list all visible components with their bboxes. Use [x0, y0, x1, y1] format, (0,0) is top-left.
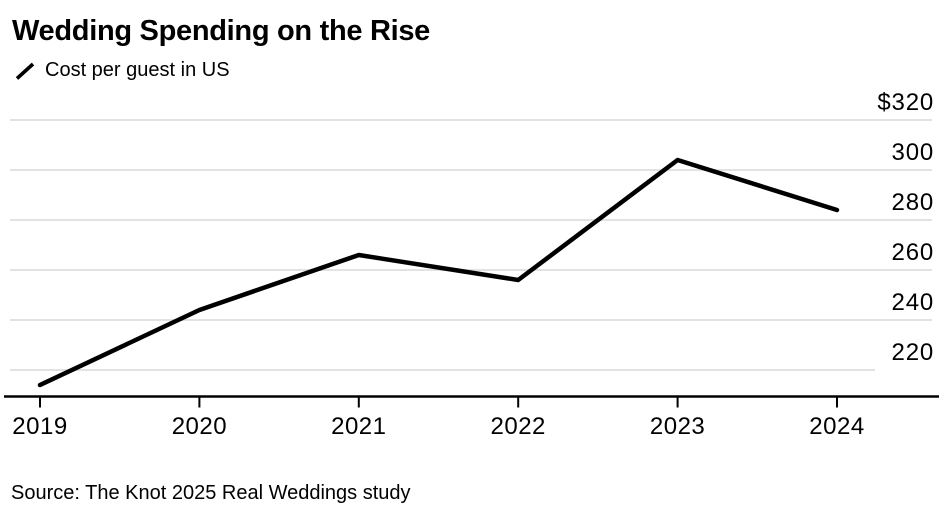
y-axis-label: $320: [877, 89, 934, 116]
source-note: Source: The Knot 2025 Real Weddings stud…: [11, 482, 411, 504]
y-axis-label: 300: [892, 139, 934, 166]
y-axis-label: 260: [892, 239, 934, 266]
data-line-cost-per-guest: [37, 157, 840, 388]
y-axis-label: 240: [892, 289, 934, 316]
legend-label: Cost per guest in US: [45, 59, 230, 81]
chart-legend: Cost per guest in US: [14, 59, 230, 82]
x-axis-label: 2022: [491, 413, 546, 440]
x-axis-label: 2024: [809, 413, 864, 440]
x-axis-label: 2021: [331, 413, 386, 440]
line-series-legend-icon: [15, 62, 35, 80]
x-axis-label: 2023: [650, 413, 705, 440]
chart-title: Wedding Spending on the Rise: [12, 15, 431, 47]
x-axis-label: 2020: [172, 413, 227, 440]
x-axis-label: 2019: [12, 413, 67, 440]
y-axis-label: 220: [892, 339, 934, 366]
y-axis-label: 280: [892, 189, 934, 216]
